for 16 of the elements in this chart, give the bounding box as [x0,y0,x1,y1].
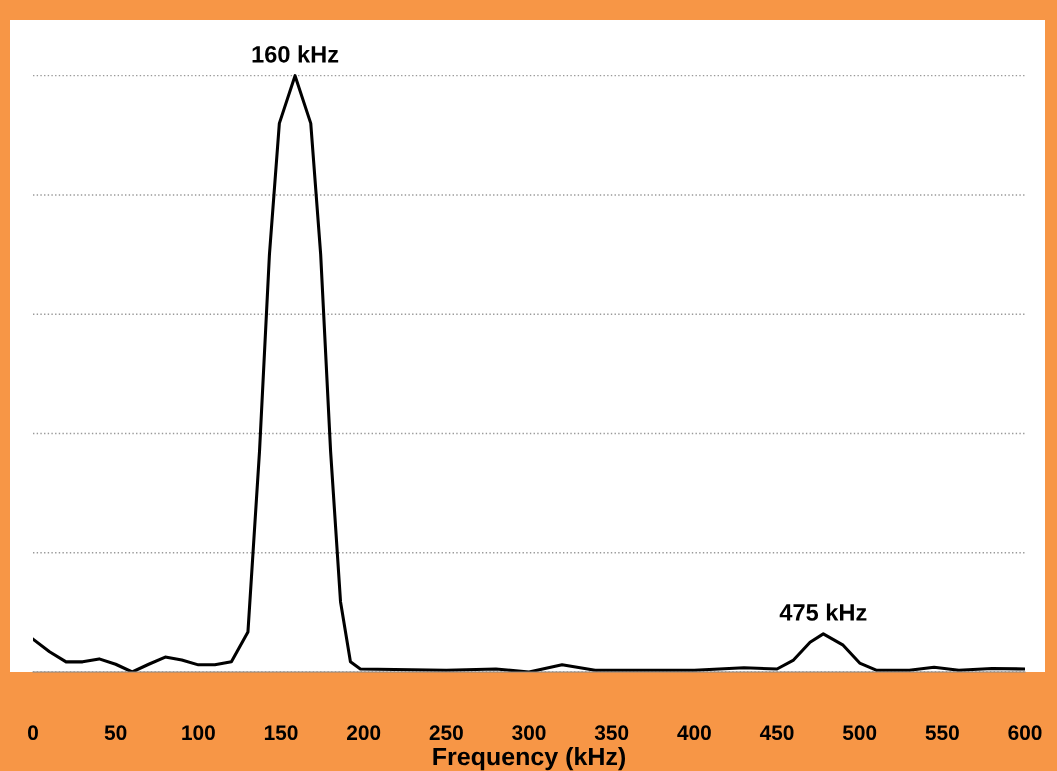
x-tick-label: 0 [28,725,38,741]
x-tick-label: 150 [264,725,298,741]
annotation: 475 kHz [779,603,867,621]
x-tick-label: 300 [512,725,546,741]
annotation: 160 kHz [252,45,339,63]
x-tick-label: 450 [759,725,794,741]
x-tick-label: 200 [347,725,381,741]
x-tick-label: 50 [104,725,127,741]
x-tick-label: 250 [429,725,463,741]
x-tick-label: 500 [842,725,877,741]
x-tick-label: 400 [677,725,711,741]
x-tick-label: 100 [182,725,215,741]
x-axis-title: Frequency (kHz) [433,746,625,771]
x-tick-label: 600 [1008,725,1042,741]
x-tick-label: 550 [925,725,959,741]
x-tick-label: 350 [594,725,629,741]
